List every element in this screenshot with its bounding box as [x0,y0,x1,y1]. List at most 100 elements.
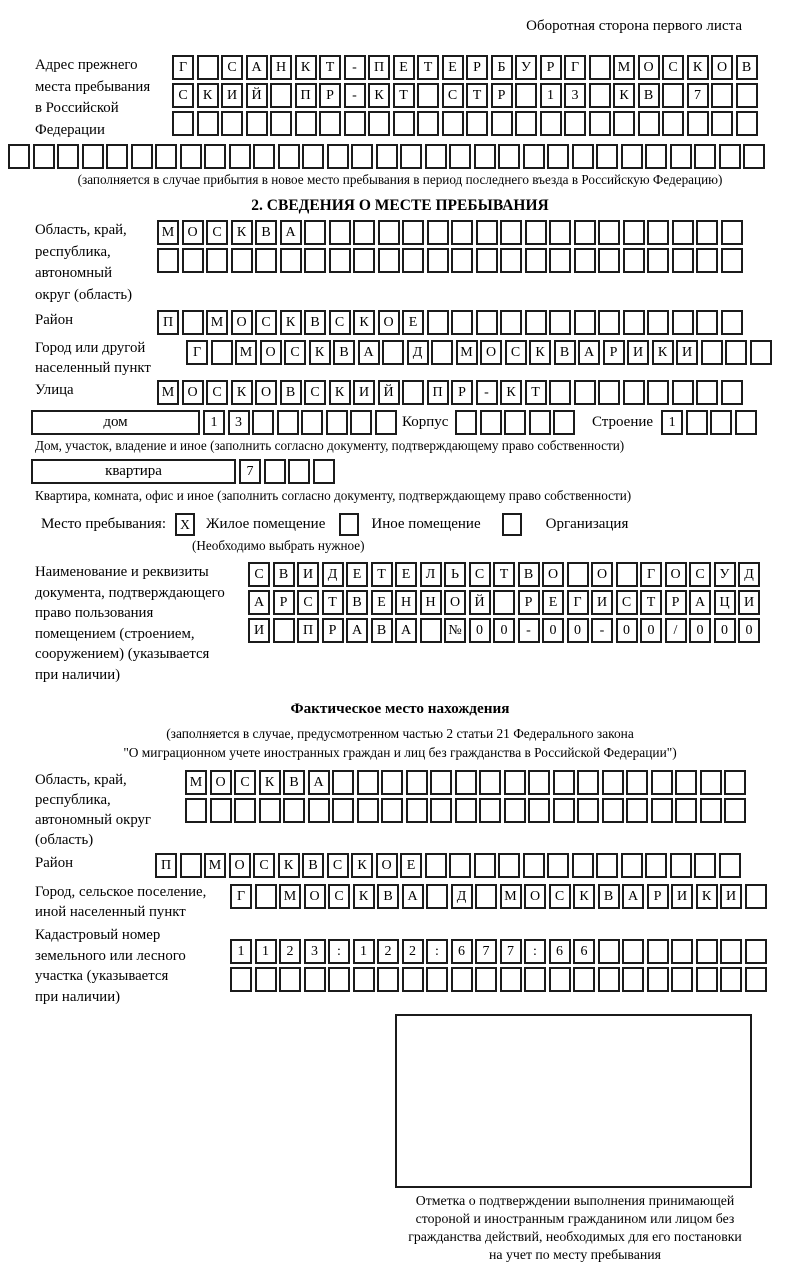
char-cell[interactable]: М [157,380,179,405]
char-cell[interactable]: К [196,83,219,108]
char-cell[interactable]: 2 [401,939,424,964]
char-cell[interactable] [498,144,520,169]
char-cell[interactable]: Й [468,590,491,615]
char-cell[interactable] [743,144,765,169]
char-cell[interactable]: С [441,83,464,108]
char-cell[interactable]: С [548,884,571,909]
char-cell[interactable] [263,459,286,484]
char-cell[interactable] [528,410,551,435]
char-cell[interactable] [441,111,464,136]
char-cell[interactable] [343,111,366,136]
char-cell[interactable] [549,220,571,245]
char-cell[interactable]: Р [664,590,687,615]
char-cell[interactable]: В [272,562,295,587]
char-cell[interactable]: М [206,310,228,335]
char-cell[interactable]: В [735,55,758,80]
char-cell[interactable]: С [206,380,228,405]
char-cell[interactable] [524,967,546,992]
char-cell[interactable] [744,967,767,992]
char-cell[interactable]: Т [417,55,439,80]
char-cell[interactable] [671,220,694,245]
char-cell[interactable] [254,967,277,992]
char-cell[interactable]: - [591,618,613,643]
char-cell[interactable]: Н [419,590,442,615]
char-cell[interactable] [671,380,694,405]
char-cell[interactable] [106,144,128,169]
char-cell[interactable] [475,310,498,335]
char-cell[interactable] [326,144,349,169]
char-cell[interactable]: 0 [640,618,662,643]
char-cell[interactable]: О [230,310,253,335]
char-cell[interactable] [725,340,747,365]
char-cell[interactable] [475,967,497,992]
char-cell[interactable]: К [651,340,674,365]
char-cell[interactable] [172,111,194,136]
char-cell[interactable] [720,939,742,964]
char-cell[interactable] [744,939,767,964]
char-cell[interactable]: К [573,884,595,909]
char-cell[interactable] [426,884,448,909]
char-cell[interactable]: Т [524,380,547,405]
char-cell[interactable] [735,83,758,108]
char-cell[interactable]: В [304,310,326,335]
char-cell[interactable]: К [351,853,373,878]
char-cell[interactable] [426,248,449,273]
char-cell[interactable]: Д [450,884,473,909]
char-cell[interactable]: М [279,884,301,909]
char-cell[interactable] [504,410,527,435]
char-cell[interactable] [479,798,501,823]
char-cell[interactable] [528,770,550,795]
char-cell[interactable] [694,144,716,169]
char-cell[interactable] [720,380,743,405]
char-cell[interactable]: 0 [566,618,589,643]
char-cell[interactable] [405,770,428,795]
char-cell[interactable]: О [711,55,733,80]
char-cell[interactable]: О [255,380,277,405]
char-cell[interactable]: Е [392,55,415,80]
char-cell[interactable] [588,83,611,108]
char-cell[interactable] [230,248,253,273]
char-cell[interactable] [454,770,477,795]
char-cell[interactable] [228,144,251,169]
char-cell[interactable] [473,853,496,878]
char-cell[interactable] [646,939,669,964]
char-cell[interactable] [374,410,397,435]
char-cell[interactable]: О [377,310,400,335]
char-cell[interactable] [596,144,618,169]
char-cell[interactable] [392,111,415,136]
char-cell[interactable]: Р [319,83,341,108]
char-cell[interactable] [353,220,375,245]
char-cell[interactable] [253,144,275,169]
char-cell[interactable]: К [686,55,709,80]
char-cell[interactable]: С [304,380,326,405]
char-cell[interactable] [724,770,746,795]
char-cell[interactable] [601,770,624,795]
char-cell[interactable] [312,459,335,484]
char-cell[interactable]: М [157,220,179,245]
char-cell[interactable] [377,967,399,992]
char-cell[interactable]: М [455,340,478,365]
char-cell[interactable] [255,248,277,273]
char-cell[interactable] [734,410,757,435]
char-cell[interactable] [499,967,522,992]
char-cell[interactable]: Г [186,340,208,365]
char-cell[interactable] [81,144,104,169]
char-cell[interactable]: В [377,884,399,909]
char-cell[interactable]: Г [640,562,662,587]
char-cell[interactable]: И [221,83,243,108]
char-cell[interactable] [276,410,299,435]
char-cell[interactable]: К [294,55,317,80]
char-cell[interactable]: А [279,220,302,245]
char-cell[interactable] [718,853,741,878]
char-cell[interactable]: О [303,884,326,909]
char-cell[interactable] [669,853,692,878]
char-cell[interactable] [613,111,635,136]
char-cell[interactable]: С [615,590,638,615]
char-cell[interactable]: У [713,562,736,587]
char-cell[interactable] [301,410,323,435]
char-cell[interactable]: Р [451,380,473,405]
char-cell[interactable] [552,798,575,823]
char-cell[interactable] [577,798,599,823]
char-cell[interactable]: К [695,884,718,909]
char-cell[interactable]: К [258,770,281,795]
